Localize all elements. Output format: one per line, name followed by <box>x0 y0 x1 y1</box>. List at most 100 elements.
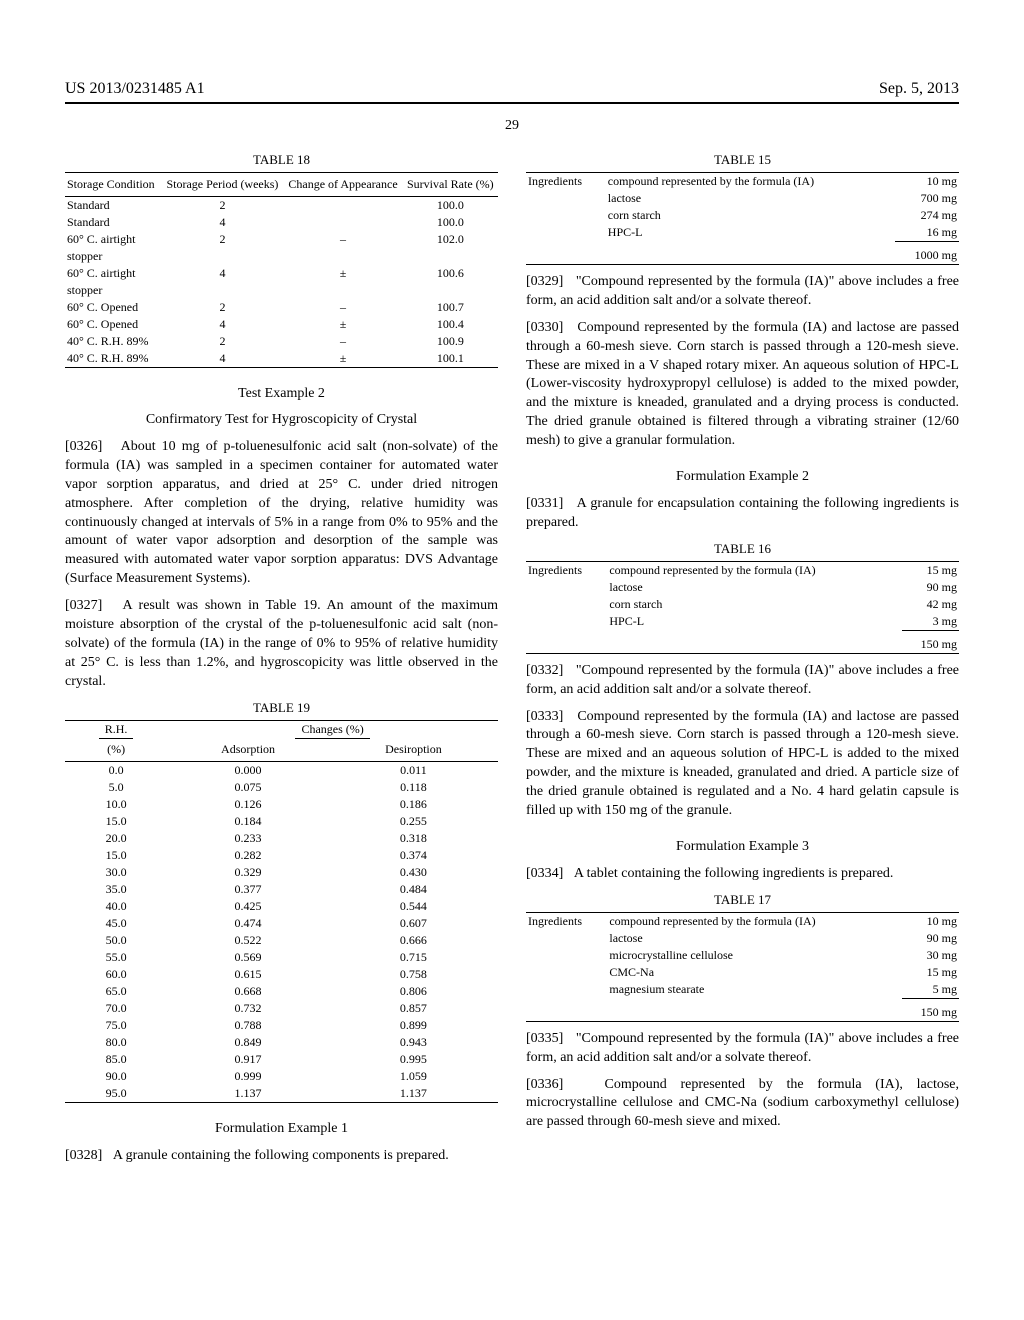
cell: 0.282 <box>167 847 329 864</box>
cell: Ingredients <box>526 173 606 191</box>
cell: 0.126 <box>167 796 329 813</box>
cell: 4 <box>161 350 283 368</box>
cell: 10 mg <box>902 912 959 930</box>
para-text: A tablet containing the following ingred… <box>574 866 894 881</box>
table-row: 35.00.3770.484 <box>65 881 498 898</box>
header-rule <box>65 102 959 104</box>
cell: 30.0 <box>65 864 167 881</box>
cell: Ingredients <box>526 912 607 930</box>
cell: 4 <box>161 214 283 231</box>
table-row: lactose700 mg <box>526 190 959 207</box>
cell <box>526 207 606 224</box>
cell <box>526 242 606 265</box>
table-row: 10.00.1260.186 <box>65 796 498 813</box>
table-row: lactose90 mg <box>526 579 959 596</box>
para-0327: [0327] A result was shown in Table 19. A… <box>65 597 498 691</box>
table-row: stopper <box>65 248 498 265</box>
para-0335: [0335] "Compound represented by the form… <box>526 1030 959 1068</box>
cell <box>526 613 607 631</box>
cell: 0.255 <box>329 813 498 830</box>
para-text: A granule for encapsulation containing t… <box>526 496 959 530</box>
formulation-example-1-title: Formulation Example 1 <box>65 1121 498 1137</box>
para-text: A result was shown in Table 19. An amoun… <box>65 598 498 689</box>
para-num: [0326] <box>65 439 102 454</box>
cell <box>161 282 283 299</box>
table17-caption: TABLE 17 <box>526 892 959 908</box>
cell: HPC-L <box>607 613 902 631</box>
cell: 16 mg <box>895 224 959 242</box>
cell: 0.377 <box>167 881 329 898</box>
table-row: stopper <box>65 282 498 299</box>
t18-h0: Storage Condition <box>65 173 161 197</box>
table-row: 60° C. Opened2–100.7 <box>65 299 498 316</box>
t18-h2: Change of Appearance <box>283 173 402 197</box>
t18-h3: Survival Rate (%) <box>403 173 498 197</box>
cell <box>526 224 606 242</box>
table-row: Standard4100.0 <box>65 214 498 231</box>
cell: 0.857 <box>329 1000 498 1017</box>
para-num: [0334] <box>526 866 563 881</box>
table-row: 60° C. Opened4±100.4 <box>65 316 498 333</box>
cell: 90 mg <box>902 579 959 596</box>
cell: 50.0 <box>65 932 167 949</box>
cell: corn starch <box>606 207 895 224</box>
page-number: 29 <box>65 118 959 134</box>
cell: 100.9 <box>403 333 498 350</box>
cell: 0.569 <box>167 949 329 966</box>
cell: 0.374 <box>329 847 498 864</box>
cell: 0.544 <box>329 898 498 915</box>
cell: 0.329 <box>167 864 329 881</box>
cell: ± <box>283 350 402 368</box>
table18: Storage Condition Storage Period (weeks)… <box>65 172 498 368</box>
table-row: microcrystalline cellulose30 mg <box>526 947 959 964</box>
cell: 0.011 <box>329 761 498 779</box>
table17: Ingredientscompound represented by the f… <box>526 912 959 1022</box>
para-num: [0327] <box>65 598 102 613</box>
cell: 0.999 <box>167 1068 329 1085</box>
t19-pct: (%) <box>65 738 167 762</box>
cell: 0.758 <box>329 966 498 983</box>
cell <box>403 282 498 299</box>
table-row: magnesium stearate5 mg <box>526 981 959 999</box>
cell: lactose <box>606 190 895 207</box>
para-0328: [0328] A granule containing the followin… <box>65 1147 498 1166</box>
para-0329: [0329] "Compound represented by the form… <box>526 273 959 311</box>
table19: R.H. Changes (%) (%) Adsorption Desiropt… <box>65 720 498 1103</box>
table-row: Standard2100.0 <box>65 197 498 215</box>
para-text: "Compound represented by the formula (IA… <box>526 1031 959 1065</box>
cell <box>526 930 607 947</box>
cell: 3 mg <box>902 613 959 631</box>
table-row: 0.00.0000.011 <box>65 761 498 779</box>
cell: stopper <box>65 248 161 265</box>
cell: 100.0 <box>403 197 498 215</box>
table-row: lactose90 mg <box>526 930 959 947</box>
table-row: 45.00.4740.607 <box>65 915 498 932</box>
cell <box>526 998 607 1021</box>
cell <box>526 947 607 964</box>
cell: 150 mg <box>902 998 959 1021</box>
cell <box>283 282 402 299</box>
cell: 80.0 <box>65 1034 167 1051</box>
cell: 2 <box>161 231 283 248</box>
cell: 100.1 <box>403 350 498 368</box>
cell <box>526 964 607 981</box>
para-text: Compound represented by the formula (IA)… <box>526 709 959 818</box>
cell: 90 mg <box>902 930 959 947</box>
t19-des: Desiroption <box>329 738 498 762</box>
cell: 15 mg <box>902 561 959 579</box>
cell: 60° C. Opened <box>65 316 161 333</box>
cell: HPC-L <box>606 224 895 242</box>
table-row: 90.00.9991.059 <box>65 1068 498 1085</box>
cell <box>403 248 498 265</box>
t19-ads: Adsorption <box>167 738 329 762</box>
cell: 95.0 <box>65 1085 167 1103</box>
cell: Standard <box>65 197 161 215</box>
cell <box>607 630 902 653</box>
para-0332: [0332] "Compound represented by the form… <box>526 662 959 700</box>
cell <box>526 596 607 613</box>
para-text: "Compound represented by the formula (IA… <box>526 663 959 697</box>
para-0331: [0331] A granule for encapsulation conta… <box>526 495 959 533</box>
cell: 0.430 <box>329 864 498 881</box>
t19-changes: Changes (%) <box>167 720 498 738</box>
cell <box>283 214 402 231</box>
